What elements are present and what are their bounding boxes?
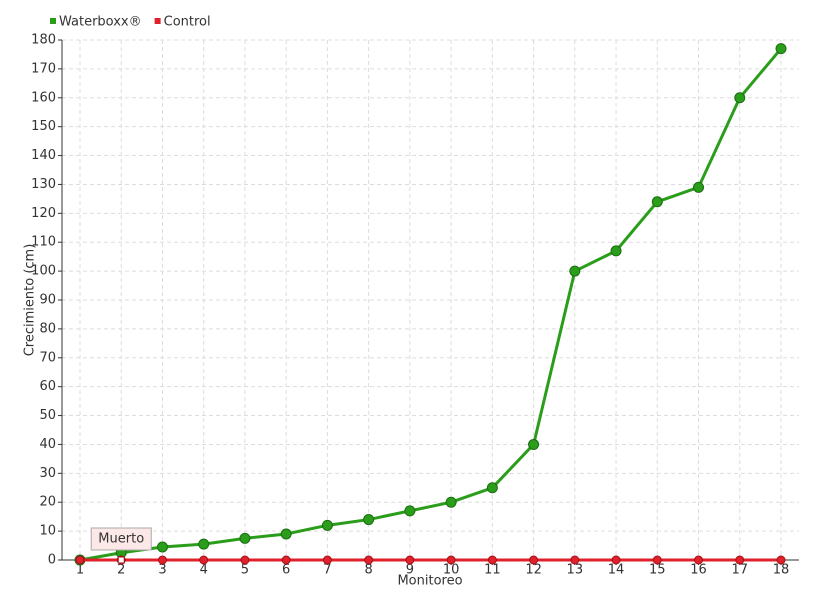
data-point [486, 482, 498, 494]
annotation-box [90, 527, 152, 551]
x-tick-label: 9 [406, 563, 414, 578]
legend-label: Waterboxx® [59, 15, 142, 30]
x-tick-label: 15 [649, 563, 666, 578]
annotation: Muerto [90, 527, 152, 551]
data-point [569, 265, 581, 277]
y-tick-label: 150 [31, 119, 56, 134]
y-tick-label: 50 [39, 408, 56, 423]
data-point [445, 496, 457, 508]
data-point [651, 196, 663, 208]
data-point [610, 245, 622, 257]
data-point [199, 555, 209, 565]
x-tick-label: 16 [690, 563, 707, 578]
data-point [157, 555, 167, 565]
data-point [775, 43, 787, 55]
y-tick-label: 140 [31, 148, 56, 163]
data-point [570, 555, 580, 565]
x-tick-label: 12 [525, 563, 542, 578]
y-tick-label: 170 [31, 61, 56, 76]
y-tick-label: 30 [39, 466, 56, 481]
x-tick-label: 18 [773, 563, 790, 578]
data-point [735, 555, 745, 565]
legend-swatch [50, 18, 56, 24]
x-tick-label: 1 [76, 563, 84, 578]
data-point [198, 538, 210, 550]
x-tick-label: 5 [241, 563, 249, 578]
x-tick-label: 2 [117, 563, 125, 578]
y-axis-title: Crecimiento (cm) [23, 244, 38, 357]
y-tick-label: 110 [31, 235, 56, 250]
y-tick-label: 0 [48, 553, 56, 568]
legend-swatch [154, 18, 161, 24]
data-point [75, 555, 85, 565]
x-tick-label: 10 [443, 563, 460, 578]
y-tick-label: 160 [31, 90, 56, 105]
data-point [652, 555, 662, 565]
legend-label: Control [164, 15, 211, 30]
data-point [364, 555, 374, 565]
y-tick-label: 90 [39, 293, 56, 308]
data-point [693, 181, 705, 193]
x-tick-label: 8 [365, 563, 373, 578]
data-point [734, 92, 746, 104]
data-point [322, 555, 332, 565]
x-tick-label: 14 [608, 563, 625, 578]
x-tick-label: 17 [731, 563, 748, 578]
annotation-marker [117, 556, 125, 564]
data-point [240, 555, 250, 565]
data-point [239, 532, 251, 544]
y-tick-label: 120 [31, 206, 56, 221]
y-tick-label: 100 [31, 264, 56, 279]
x-tick-label: 3 [158, 563, 166, 578]
data-point [529, 555, 539, 565]
y-tick-label: 10 [39, 524, 56, 539]
x-tick-label: 13 [567, 563, 584, 578]
data-point [611, 555, 621, 565]
x-tick-label: 11 [484, 563, 501, 578]
annotation-text: Muerto [98, 532, 144, 547]
x-tick-label: 4 [200, 563, 208, 578]
data-point [446, 555, 456, 565]
series-line [79, 47, 783, 562]
x-tick-label: 6 [282, 563, 290, 578]
data-point [363, 514, 375, 526]
x-axis-title: Monitoreo [397, 574, 462, 589]
data-point [281, 555, 291, 565]
y-tick-label: 130 [31, 177, 56, 192]
y-tick-label: 70 [39, 350, 56, 365]
y-tick-label: 60 [39, 379, 56, 394]
data-point [404, 505, 416, 517]
data-point [156, 541, 168, 553]
data-point [487, 555, 497, 565]
y-tick-label: 80 [39, 321, 56, 336]
data-point [321, 519, 333, 531]
data-point [405, 555, 415, 565]
y-tick-label: 20 [39, 495, 56, 510]
y-tick-label: 180 [31, 33, 56, 48]
data-point [528, 438, 540, 450]
y-tick-label: 40 [39, 437, 56, 452]
data-point [694, 555, 704, 565]
x-tick-label: 7 [323, 563, 331, 578]
data-point [280, 528, 292, 540]
data-point [776, 555, 786, 565]
